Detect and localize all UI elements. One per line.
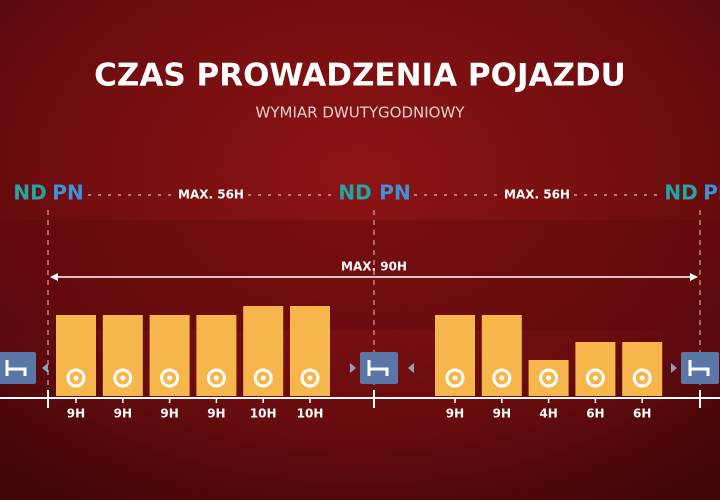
bar bbox=[56, 315, 96, 396]
day-marker: PN bbox=[52, 181, 83, 205]
weekly-limit: MAX. 56H bbox=[504, 188, 570, 202]
wheel-hub bbox=[307, 375, 313, 381]
wheel-icon bbox=[300, 368, 320, 388]
bar bbox=[149, 315, 190, 396]
value-label: 9H bbox=[67, 407, 85, 421]
value-label: 9H bbox=[207, 407, 225, 421]
day-marker: PN bbox=[703, 181, 720, 205]
value-label: 9H bbox=[493, 407, 511, 421]
day-marker: ND bbox=[338, 181, 371, 205]
value-label: 4H bbox=[539, 407, 557, 421]
rest-icons bbox=[0, 350, 720, 386]
value-label: 9H bbox=[160, 407, 178, 421]
day-marker: ND bbox=[13, 181, 46, 205]
title: CZAS PROWADZENIA POJAZDU bbox=[94, 58, 626, 94]
total-arrow bbox=[50, 273, 698, 281]
wheel-icon bbox=[445, 368, 465, 388]
value-label: 10H bbox=[297, 407, 324, 421]
value-label: 9H bbox=[114, 407, 132, 421]
wheel-hub bbox=[73, 375, 79, 381]
wheel-icon bbox=[206, 368, 226, 388]
wheel-icon bbox=[253, 368, 273, 388]
bar bbox=[243, 306, 284, 396]
wheel-icon bbox=[585, 368, 605, 388]
wheel-hub bbox=[592, 375, 598, 381]
day-marker: ND bbox=[664, 181, 697, 205]
wheel-hub bbox=[499, 375, 505, 381]
week-dividers bbox=[47, 210, 701, 400]
bar bbox=[102, 315, 143, 396]
bar bbox=[481, 315, 522, 396]
bar bbox=[290, 306, 330, 396]
wheel-icon bbox=[113, 368, 133, 388]
subtitle: WYMIAR DWUTYGODNIOWY bbox=[256, 104, 466, 122]
week-ticks bbox=[47, 390, 701, 408]
wheel-hub bbox=[120, 375, 126, 381]
value-label: 6H bbox=[633, 407, 651, 421]
background-band bbox=[0, 220, 720, 330]
wheel-hub bbox=[167, 375, 173, 381]
wheel-icon bbox=[160, 368, 180, 388]
total-limit: MAX. 90H bbox=[341, 260, 407, 274]
wheel-hub bbox=[260, 375, 266, 381]
wheel-icon bbox=[539, 368, 559, 388]
bar bbox=[196, 315, 237, 396]
value-label: 10H bbox=[250, 407, 277, 421]
value-label: 6H bbox=[586, 407, 604, 421]
wheel-hub bbox=[213, 375, 219, 381]
wheel-icon bbox=[492, 368, 512, 388]
value-label: 9H bbox=[446, 407, 464, 421]
wheel-hub bbox=[546, 375, 552, 381]
wheel-icon bbox=[66, 368, 86, 388]
weekly-limit: MAX. 56H bbox=[178, 188, 244, 202]
wheel-hub bbox=[452, 375, 458, 381]
day-marker: PN bbox=[379, 181, 410, 205]
bar bbox=[435, 315, 475, 396]
wheel-icon bbox=[632, 368, 652, 388]
wheel-hub bbox=[639, 375, 645, 381]
